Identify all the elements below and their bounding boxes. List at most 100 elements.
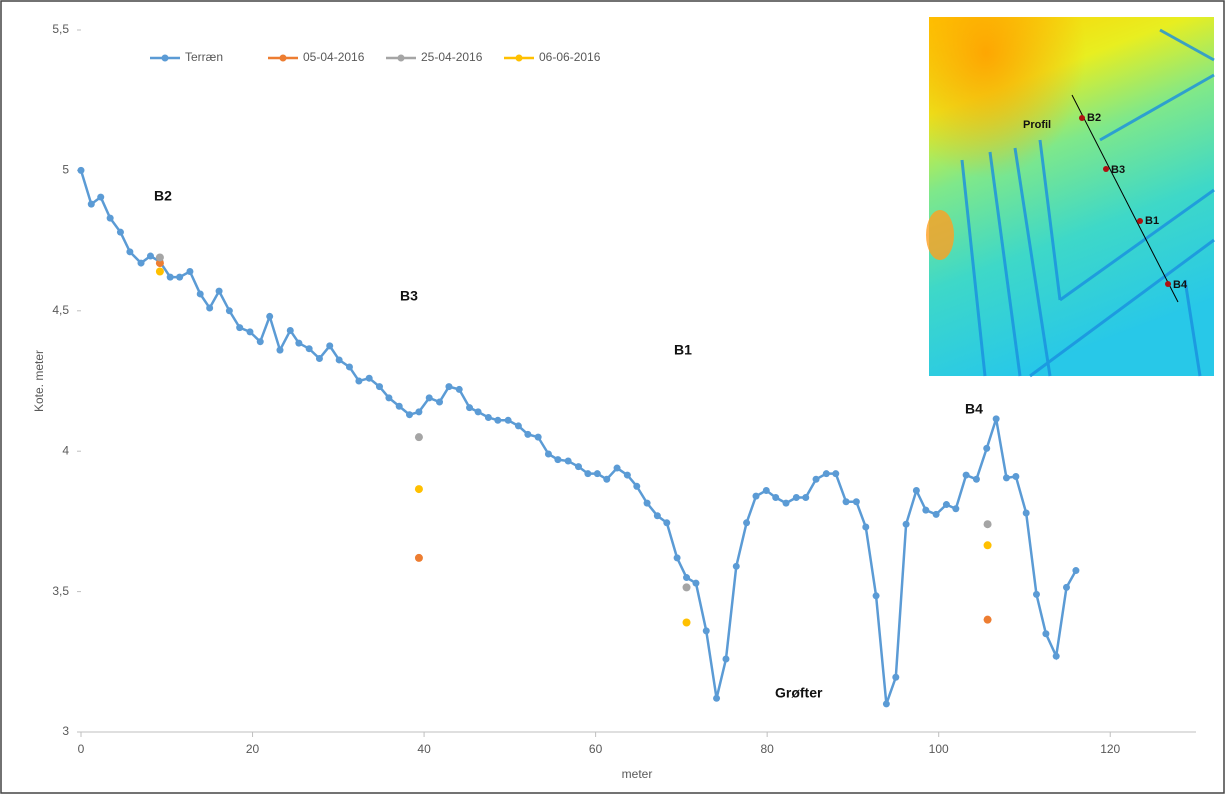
data-point bbox=[973, 476, 980, 483]
data-point bbox=[266, 313, 273, 320]
data-point bbox=[913, 487, 920, 494]
data-point bbox=[176, 274, 183, 281]
data-point bbox=[963, 472, 970, 479]
data-point bbox=[873, 592, 880, 599]
x-tick-label: 120 bbox=[1100, 742, 1120, 756]
data-point bbox=[78, 167, 85, 174]
data-point bbox=[853, 498, 860, 505]
data-point bbox=[892, 674, 899, 681]
data-point bbox=[554, 456, 561, 463]
x-tick-label: 60 bbox=[589, 742, 603, 756]
data-point bbox=[933, 511, 940, 518]
data-point bbox=[186, 268, 193, 275]
y-tick-label: 4,5 bbox=[52, 303, 69, 317]
data-point bbox=[156, 267, 164, 275]
inset-label: B2 bbox=[1087, 112, 1101, 124]
x-tick-label: 100 bbox=[929, 742, 949, 756]
data-point bbox=[287, 327, 294, 334]
data-point bbox=[524, 431, 531, 438]
data-point bbox=[246, 328, 253, 335]
inset-label: B1 bbox=[1145, 215, 1159, 227]
data-point bbox=[216, 288, 223, 295]
data-point bbox=[445, 383, 452, 390]
data-point bbox=[236, 324, 243, 331]
data-point bbox=[654, 512, 661, 519]
data-point bbox=[415, 433, 423, 441]
data-point bbox=[862, 524, 869, 531]
legend-marker bbox=[398, 55, 405, 62]
data-point bbox=[903, 521, 910, 528]
y-tick-label: 4 bbox=[62, 443, 69, 457]
x-tick-label: 20 bbox=[246, 742, 260, 756]
data-point bbox=[167, 274, 174, 281]
data-point bbox=[436, 399, 443, 406]
data-point bbox=[366, 375, 373, 382]
data-point bbox=[206, 304, 213, 311]
inset-label: B4 bbox=[1173, 279, 1188, 291]
data-point bbox=[843, 498, 850, 505]
data-point bbox=[584, 470, 591, 477]
data-point bbox=[763, 487, 770, 494]
data-point bbox=[733, 563, 740, 570]
data-point bbox=[415, 554, 423, 562]
annotation: B2 bbox=[154, 188, 172, 204]
data-point bbox=[1012, 473, 1019, 480]
data-point bbox=[138, 260, 145, 267]
data-point bbox=[1072, 567, 1079, 574]
data-point bbox=[993, 415, 1000, 422]
data-point bbox=[575, 463, 582, 470]
data-point bbox=[683, 618, 691, 626]
data-point bbox=[485, 414, 492, 421]
map-blob bbox=[926, 210, 954, 260]
data-point bbox=[156, 253, 164, 261]
y-tick-label: 3 bbox=[62, 724, 69, 738]
legend-marker bbox=[162, 55, 169, 62]
data-point bbox=[306, 345, 313, 352]
data-point bbox=[1033, 591, 1040, 598]
data-point bbox=[793, 494, 800, 501]
data-point bbox=[466, 404, 473, 411]
data-point bbox=[753, 493, 760, 500]
data-point bbox=[683, 574, 690, 581]
x-tick-label: 80 bbox=[760, 742, 774, 756]
annotation: B1 bbox=[674, 342, 692, 358]
data-point bbox=[633, 483, 640, 490]
map-high bbox=[929, 17, 1214, 376]
data-point bbox=[832, 470, 839, 477]
data-point bbox=[984, 520, 992, 528]
data-point bbox=[326, 342, 333, 349]
data-point bbox=[545, 451, 552, 458]
data-point bbox=[385, 394, 392, 401]
data-point bbox=[813, 476, 820, 483]
data-point bbox=[802, 494, 809, 501]
data-point bbox=[316, 355, 323, 362]
data-point bbox=[984, 616, 992, 624]
chart: 33,544,555,5020406080100120Terræn05-04-2… bbox=[0, 0, 1225, 794]
data-point bbox=[713, 695, 720, 702]
data-point bbox=[624, 472, 631, 479]
data-point bbox=[1003, 474, 1010, 481]
data-point bbox=[1042, 630, 1049, 637]
data-point bbox=[406, 411, 413, 418]
data-point bbox=[603, 476, 610, 483]
data-point bbox=[674, 554, 681, 561]
data-point bbox=[952, 505, 959, 512]
inset-map: Profil B2 B3 B1 B4 bbox=[926, 17, 1214, 376]
y-tick-label: 5,5 bbox=[52, 22, 69, 36]
data-point bbox=[644, 500, 651, 507]
inset-label: B3 bbox=[1111, 164, 1125, 176]
annotation: Grøfter bbox=[775, 685, 823, 701]
x-tick-label: 0 bbox=[78, 742, 85, 756]
data-point bbox=[594, 470, 601, 477]
data-point bbox=[396, 403, 403, 410]
data-point bbox=[97, 194, 104, 201]
data-point bbox=[426, 394, 433, 401]
data-point bbox=[226, 307, 233, 314]
legend-label: 25-04-2016 bbox=[421, 50, 483, 64]
legend-label: 06-06-2016 bbox=[539, 50, 601, 64]
data-point bbox=[922, 507, 929, 514]
data-point bbox=[147, 253, 154, 260]
data-point bbox=[823, 470, 830, 477]
data-point bbox=[456, 386, 463, 393]
data-point bbox=[515, 422, 522, 429]
